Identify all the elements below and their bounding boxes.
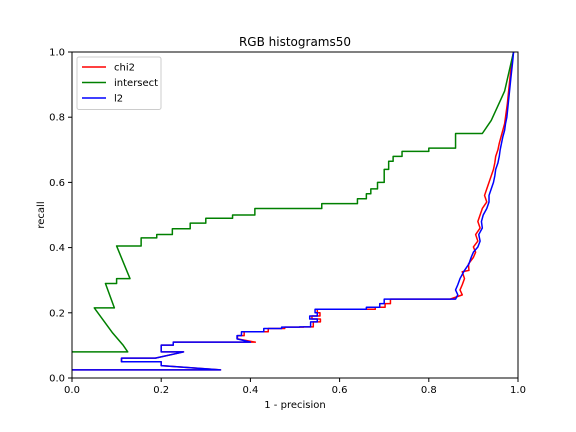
legend-label-l2: l2	[114, 94, 123, 105]
x-tick-label: 0.4	[242, 385, 258, 396]
x-tick-label: 0.0	[64, 385, 80, 396]
plot-frame	[71, 51, 519, 379]
y-tick-label: 0.0	[49, 374, 65, 385]
x-tick-label: 0.6	[332, 385, 348, 396]
y-axis-label: recall	[36, 201, 47, 228]
x-tick-label: 0.2	[153, 385, 169, 396]
series-line-intersect	[72, 52, 515, 353]
legend-box	[76, 56, 162, 110]
x-axis: 0.0 0.2 0.4 0.6 0.8 1.0	[64, 378, 526, 396]
series-line-l2	[72, 52, 515, 371]
y-tick-label: 0.8	[49, 113, 65, 124]
y-tick-label: 0.4	[49, 243, 65, 254]
legend-label-chi2: chi2	[114, 63, 135, 74]
series-layer	[72, 52, 515, 371]
x-axis-label: 1 - precision	[264, 400, 325, 411]
legend: chi2 intersect l2	[76, 56, 162, 110]
x-tick-label: 1.0	[510, 385, 526, 396]
chart-title: RGB histograms50	[239, 35, 351, 49]
y-tick-label: 1.0	[49, 48, 65, 59]
legend-label-intersect: intersect	[114, 78, 158, 89]
y-axis: 0.0 0.2 0.4 0.6 0.8 1.0	[49, 48, 72, 385]
y-tick-label: 0.2	[49, 308, 65, 319]
x-tick-label: 0.8	[421, 385, 437, 396]
series-line-chi2	[72, 52, 515, 371]
y-tick-label: 0.6	[49, 178, 65, 189]
